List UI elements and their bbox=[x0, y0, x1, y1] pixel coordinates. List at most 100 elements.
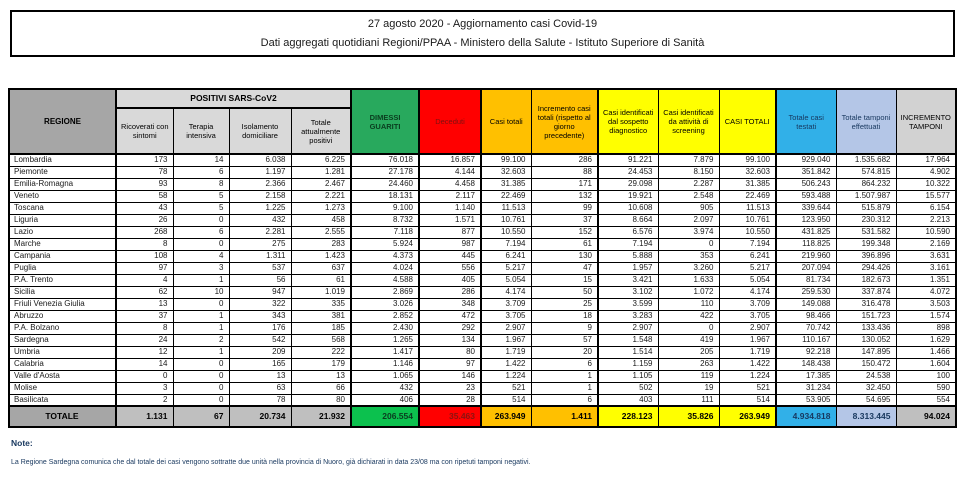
cell-terapia: 14 bbox=[172, 153, 230, 167]
cell-deceduti: 292 bbox=[418, 321, 482, 335]
cell-dimessi: 7.118 bbox=[350, 225, 420, 239]
cell-casi_totali: 521 bbox=[480, 381, 532, 395]
table-row: Molise 3 0 63 66 432 23 521 1 502 19 521 31.234 32.45… bbox=[8, 381, 957, 395]
cell-totale_positivi: 21.932 bbox=[290, 405, 352, 428]
cell-ricoverati: 78 bbox=[115, 165, 174, 179]
cell-casi_totali_2: 1.422 bbox=[718, 357, 777, 371]
cell-terapia: 8 bbox=[172, 177, 230, 191]
cell-screening: 353 bbox=[657, 249, 720, 263]
cell-isolamento: 432 bbox=[228, 213, 292, 227]
cell-casi_totali_2: 11.513 bbox=[718, 201, 777, 215]
cell-totale_positivi: 222 bbox=[290, 345, 352, 359]
cell-testati: 219.960 bbox=[775, 249, 837, 263]
cell-deceduti: 877 bbox=[418, 225, 482, 239]
cell-regione: Valle d'Aosta bbox=[8, 369, 117, 383]
cell-regione: Sardegna bbox=[8, 333, 117, 347]
cell-deceduti: 1.140 bbox=[418, 201, 482, 215]
cell-casi_totali: 263.949 bbox=[480, 405, 532, 428]
cell-totale_positivi: 335 bbox=[290, 297, 352, 311]
cell-tamponi: 133.436 bbox=[835, 321, 897, 335]
cell-incremento_casi: 99 bbox=[530, 201, 599, 215]
cell-sospetto: 10.608 bbox=[597, 201, 659, 215]
cell-ricoverati: 108 bbox=[115, 249, 174, 263]
cell-totale_positivi: 2.555 bbox=[290, 225, 352, 239]
header-sub-row: Ricoverati con sintomi Terapia intensiva… bbox=[9, 107, 956, 155]
cell-tamponi: 294.426 bbox=[835, 261, 897, 275]
cell-ricoverati: 12 bbox=[115, 345, 174, 359]
cell-deceduti: 2.117 bbox=[418, 189, 482, 203]
cell-isolamento: 20.734 bbox=[228, 405, 292, 428]
cell-isolamento: 947 bbox=[228, 285, 292, 299]
cell-regione: Molise bbox=[8, 381, 117, 395]
cell-terapia: 0 bbox=[172, 237, 230, 251]
cell-regione: P.A. Trento bbox=[8, 273, 117, 287]
cell-dimessi: 18.131 bbox=[350, 189, 420, 203]
cell-totale_positivi: 185 bbox=[290, 321, 352, 335]
cell-screening: 35.826 bbox=[657, 405, 720, 428]
cell-terapia: 2 bbox=[172, 333, 230, 347]
cell-terapia: 3 bbox=[172, 261, 230, 275]
cell-dimessi: 27.178 bbox=[350, 165, 420, 179]
cell-deceduti: 16.857 bbox=[418, 153, 482, 167]
cell-incremento_casi: 9 bbox=[530, 321, 599, 335]
cell-regione: Lombardia bbox=[8, 153, 117, 167]
cell-totale_positivi: 1.273 bbox=[290, 201, 352, 215]
cell-casi_totali_2: 5.217 bbox=[718, 261, 777, 275]
cell-tamponi: 316.478 bbox=[835, 297, 897, 311]
cell-terapia: 0 bbox=[172, 393, 230, 407]
cell-sospetto: 1.105 bbox=[597, 369, 659, 383]
cell-tamponi: 199.348 bbox=[835, 237, 897, 251]
covid-table: REGIONE POSITIVI SARS-CoV2 DIMESSI GUARI… bbox=[8, 88, 957, 428]
cell-casi_totali_2: 6.241 bbox=[718, 249, 777, 263]
column-header-dimessi-guariti: DIMESSI GUARITI bbox=[350, 88, 420, 155]
cell-casi_totali: 10.761 bbox=[480, 213, 532, 227]
cell-deceduti: 348 bbox=[418, 297, 482, 311]
cell-sospetto: 8.664 bbox=[597, 213, 659, 227]
cell-tamponi: 24.538 bbox=[835, 369, 897, 383]
cell-ricoverati: 62 bbox=[115, 285, 174, 299]
column-header-sospetto-diagnostico: Casi identificati dal sospetto diagnosti… bbox=[597, 88, 659, 155]
cell-tamponi: 8.313.445 bbox=[835, 405, 897, 428]
cell-tamponi: 230.312 bbox=[835, 213, 897, 227]
cell-screening: 119 bbox=[657, 369, 720, 383]
cell-testati: 149.088 bbox=[775, 297, 837, 311]
cell-isolamento: 2.158 bbox=[228, 189, 292, 203]
cell-totale_positivi: 1.423 bbox=[290, 249, 352, 263]
cell-isolamento: 1.311 bbox=[228, 249, 292, 263]
cell-screening: 111 bbox=[657, 393, 720, 407]
cell-testati: 351.842 bbox=[775, 165, 837, 179]
cell-isolamento: 2.366 bbox=[228, 177, 292, 191]
cell-incremento_casi: 6 bbox=[530, 357, 599, 371]
cell-terapia: 6 bbox=[172, 225, 230, 239]
cell-casi_totali: 1.422 bbox=[480, 357, 532, 371]
cell-ricoverati: 8 bbox=[115, 237, 174, 251]
cell-incremento_casi: 37 bbox=[530, 213, 599, 227]
cell-incremento_tamponi: 3.503 bbox=[895, 297, 957, 311]
column-header-screening: Casi identificati da attività di screeni… bbox=[657, 88, 720, 155]
column-header-terapia-intensiva: Terapia intensiva bbox=[172, 107, 230, 155]
table-row: Sicilia 62 10 947 1.019 2.869 286 4.174 50 3.102 1… bbox=[8, 285, 957, 299]
cell-terapia: 5 bbox=[172, 201, 230, 215]
cell-casi_totali: 22.469 bbox=[480, 189, 532, 203]
cell-terapia: 0 bbox=[172, 213, 230, 227]
cell-testati: 17.385 bbox=[775, 369, 837, 383]
cell-isolamento: 322 bbox=[228, 297, 292, 311]
cell-casi_totali_2: 4.174 bbox=[718, 285, 777, 299]
cell-regione: Piemonte bbox=[8, 165, 117, 179]
cell-regione: TOTALE bbox=[8, 405, 117, 428]
cell-casi_totali: 3.705 bbox=[480, 309, 532, 323]
cell-ricoverati: 0 bbox=[115, 369, 174, 383]
cell-screening: 0 bbox=[657, 321, 720, 335]
cell-ricoverati: 4 bbox=[115, 273, 174, 287]
cell-dimessi: 4.373 bbox=[350, 249, 420, 263]
cell-terapia: 1 bbox=[172, 345, 230, 359]
cell-incremento_casi: 25 bbox=[530, 297, 599, 311]
cell-casi_totali_2: 3.705 bbox=[718, 309, 777, 323]
cell-totale_positivi: 381 bbox=[290, 309, 352, 323]
cell-totale_positivi: 283 bbox=[290, 237, 352, 251]
cell-screening: 2.287 bbox=[657, 177, 720, 191]
cell-ricoverati: 173 bbox=[115, 153, 174, 167]
cell-casi_totali_2: 3.709 bbox=[718, 297, 777, 311]
cell-sospetto: 1.514 bbox=[597, 345, 659, 359]
cell-deceduti: 987 bbox=[418, 237, 482, 251]
